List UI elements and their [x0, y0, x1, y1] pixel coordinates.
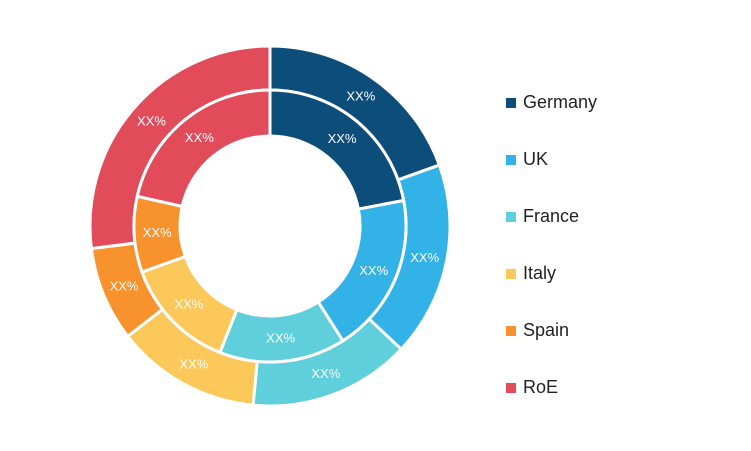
legend-label-uk: UK [523, 149, 549, 169]
legend-item-uk: UK [506, 131, 597, 188]
outer-slice-label-roe: XX% [137, 114, 166, 129]
outer-slice-label-italy: XX% [179, 356, 208, 371]
outer-slice-label-germany: XX% [346, 89, 375, 104]
legend-label-italy: Italy [523, 263, 557, 283]
legend-label-spain: Spain [523, 320, 570, 340]
legend-swatch-italy [506, 268, 516, 279]
legend-swatch-france [506, 211, 516, 222]
legend-item-spain: Spain [506, 302, 597, 359]
inner-slice-label-italy: XX% [174, 297, 203, 312]
legend-swatch-roe [506, 382, 516, 393]
legend-label-germany: Germany [523, 92, 598, 112]
inner-slice-label-spain: XX% [143, 225, 172, 240]
outer-slice-label-france: XX% [311, 366, 340, 381]
inner-slice-label-uk: XX% [359, 263, 388, 278]
legend-item-germany: Germany [506, 74, 597, 131]
legend-swatch-spain [506, 325, 516, 336]
inner-slice-label-france: XX% [266, 330, 295, 345]
inner-slice-roe [135, 88, 272, 209]
inner-slice-label-germany: XX% [328, 131, 357, 146]
legend-item-italy: Italy [506, 245, 597, 302]
legend: Germany UK France Italy Spain RoE [506, 74, 597, 416]
outer-slice-label-spain: XX% [110, 278, 139, 293]
legend-item-france: France [506, 188, 597, 245]
legend-label-france: France [523, 206, 580, 226]
legend-swatch-germany [506, 97, 516, 108]
legend-item-roe: RoE [506, 359, 597, 416]
outer-slice-label-uk: XX% [410, 250, 439, 265]
legend-swatch-uk [506, 154, 516, 165]
legend-label-roe: RoE [523, 377, 559, 397]
inner-slice-label-roe: XX% [185, 130, 214, 145]
